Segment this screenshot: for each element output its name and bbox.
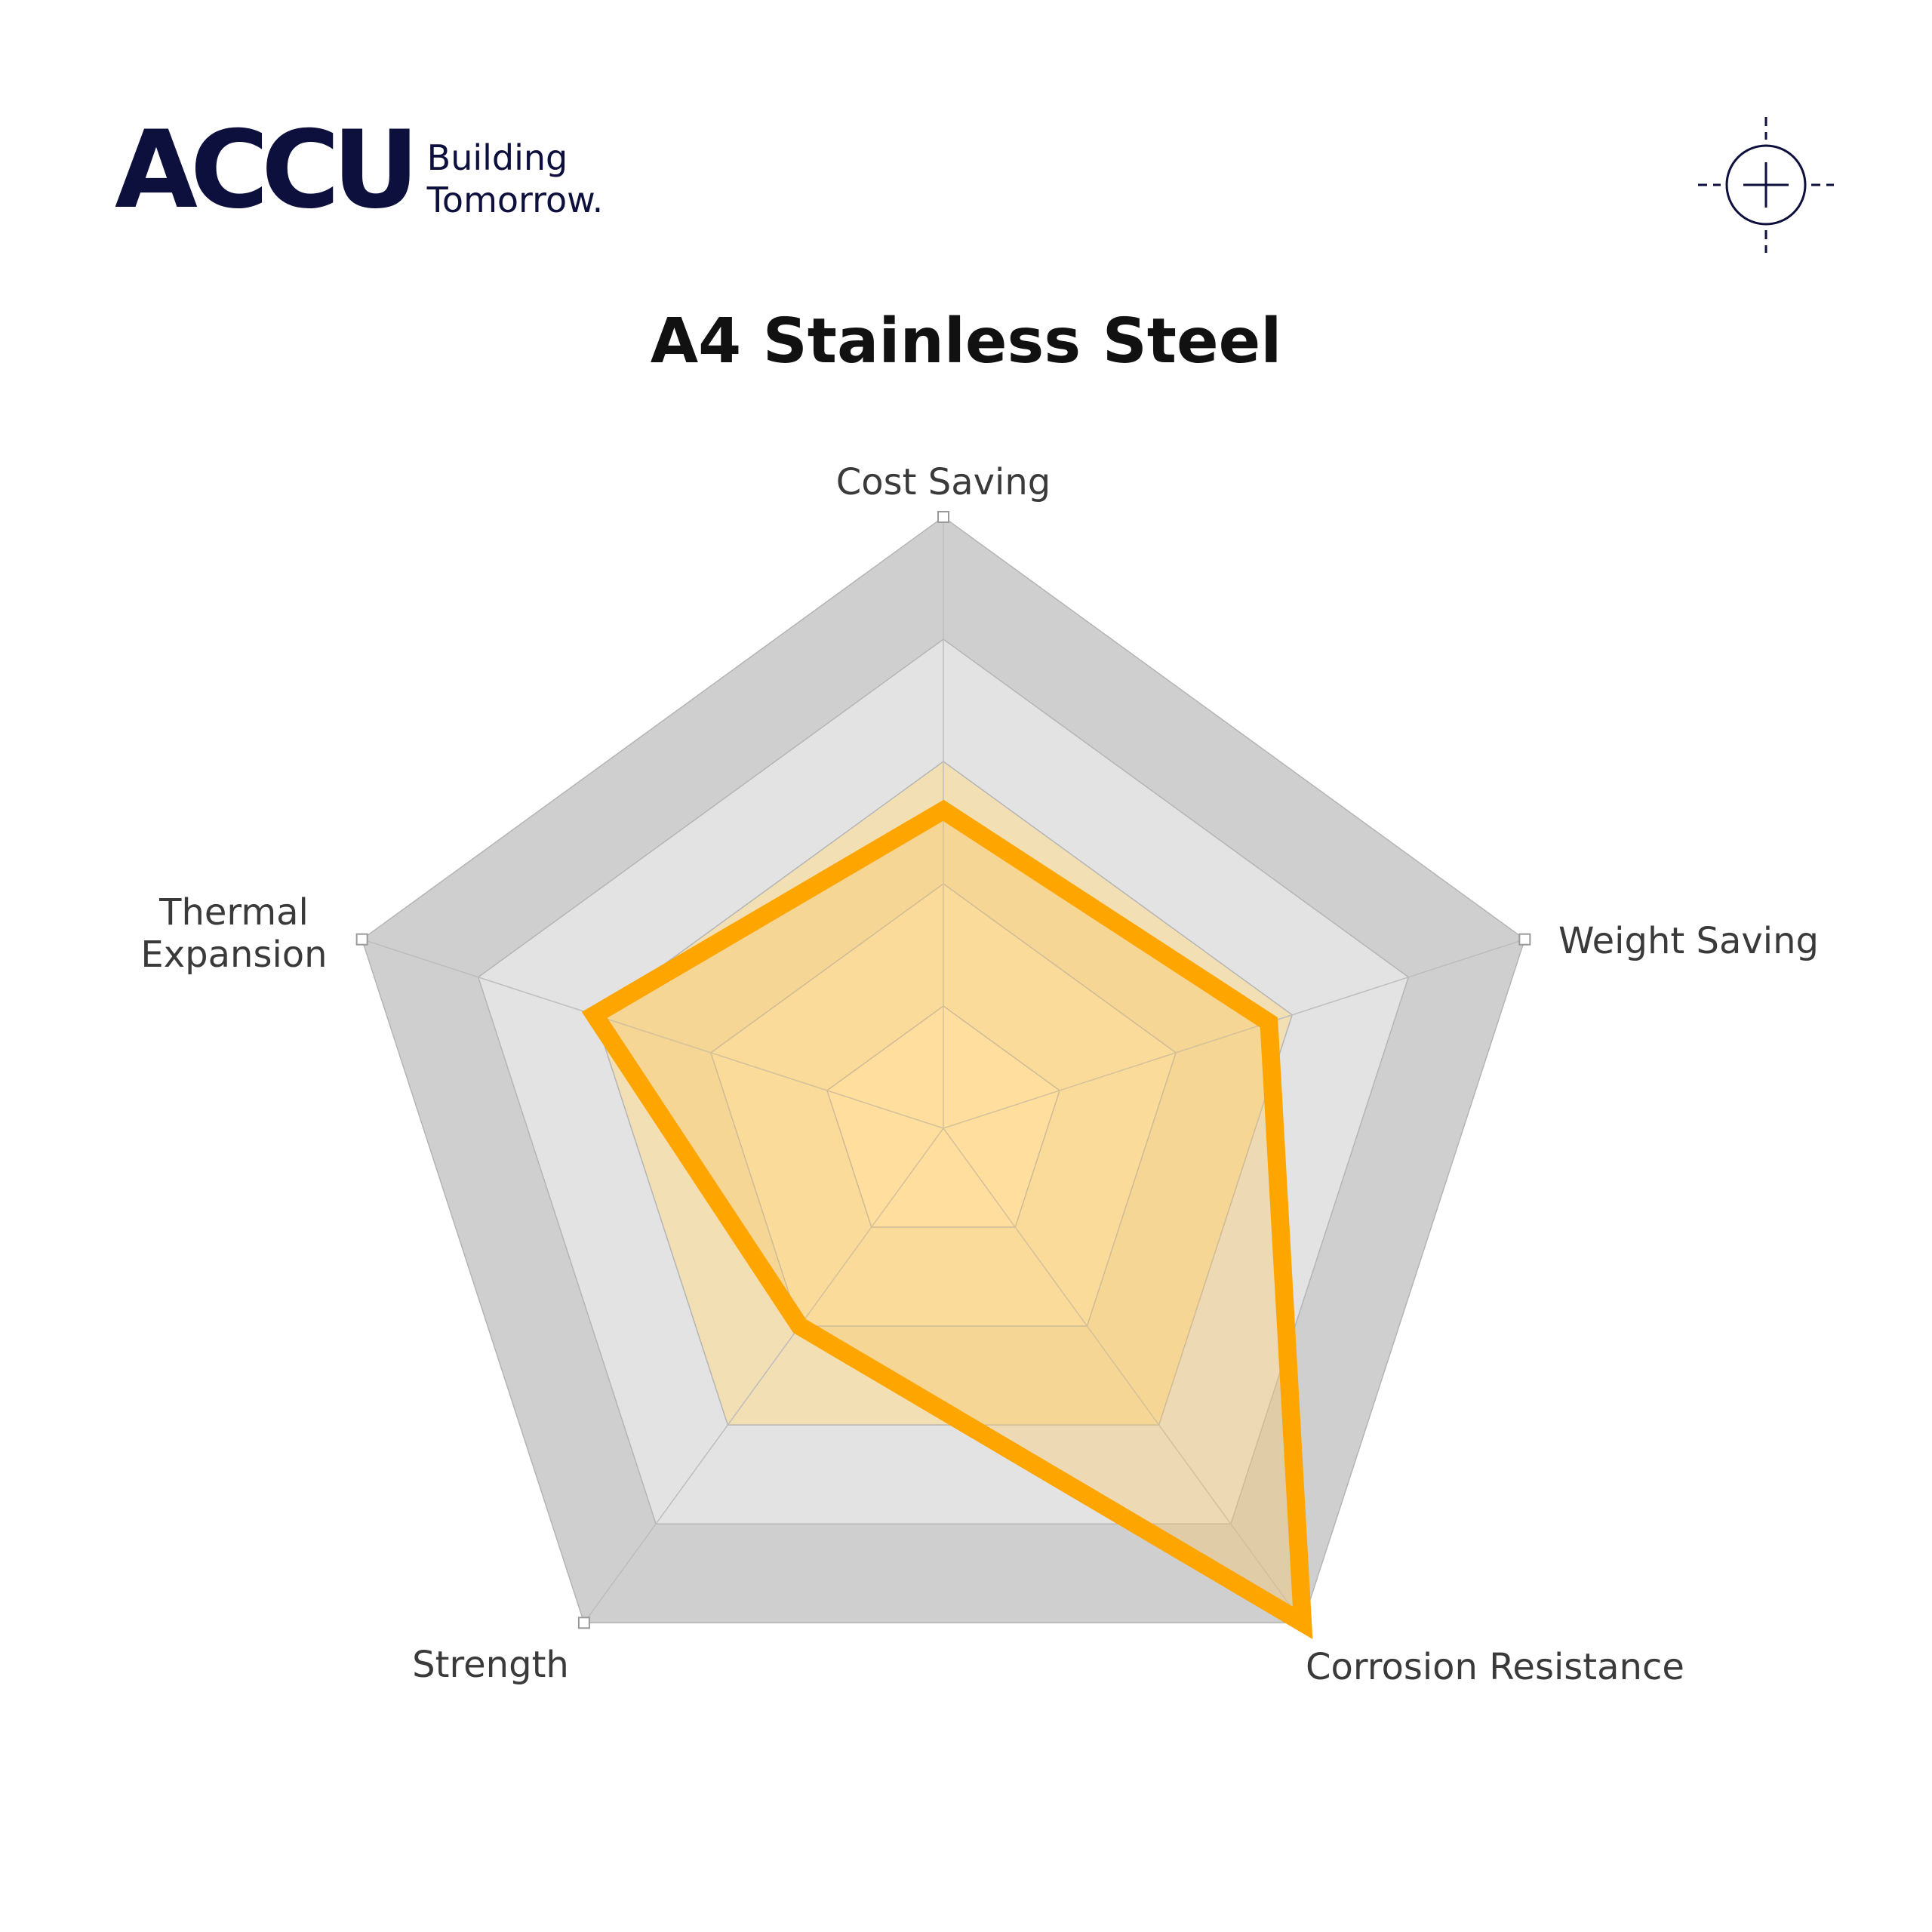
crosshair-icon bbox=[1698, 117, 1834, 253]
axis-end-marker-2 bbox=[1518, 933, 1531, 946]
series-area bbox=[594, 810, 1303, 1623]
logo-wordmark: ACCU bbox=[115, 108, 420, 232]
series-outline bbox=[581, 799, 1313, 1640]
axis-end-marker-1 bbox=[937, 511, 949, 523]
axis-spoke-4 bbox=[583, 1128, 944, 1623]
data-point-1 bbox=[943, 809, 944, 811]
logo-tagline-line1: Building bbox=[426, 137, 568, 178]
data-point-5 bbox=[593, 1014, 595, 1016]
axis-spoke-2 bbox=[943, 938, 1525, 1129]
data-point-3 bbox=[1302, 1622, 1304, 1624]
data-point-4 bbox=[798, 1325, 801, 1327]
axis-spoke-3 bbox=[943, 1128, 1303, 1623]
data-point-2 bbox=[1268, 1021, 1270, 1023]
axis-spoke-5 bbox=[361, 938, 944, 1129]
logo-tagline: Building Tomorrow. bbox=[427, 137, 604, 221]
brand-logo: ACCU Building Tomorrow. bbox=[115, 117, 603, 224]
axis-end-marker-5 bbox=[355, 933, 368, 946]
chart-title: A4 Stainless Steel bbox=[650, 306, 1282, 377]
axis-label-4: Strength bbox=[412, 1644, 569, 1686]
axis-end-marker-4 bbox=[577, 1617, 590, 1629]
axis-label-3: Corrosion Resistance bbox=[1306, 1646, 1684, 1688]
axis-label-5: Thermal Expansion bbox=[140, 891, 327, 976]
axis-label-1: Cost Saving bbox=[836, 461, 1051, 503]
logo-tagline-line2: Tomorrow. bbox=[426, 180, 604, 220]
axis-label-2: Weight Saving bbox=[1558, 920, 1819, 962]
